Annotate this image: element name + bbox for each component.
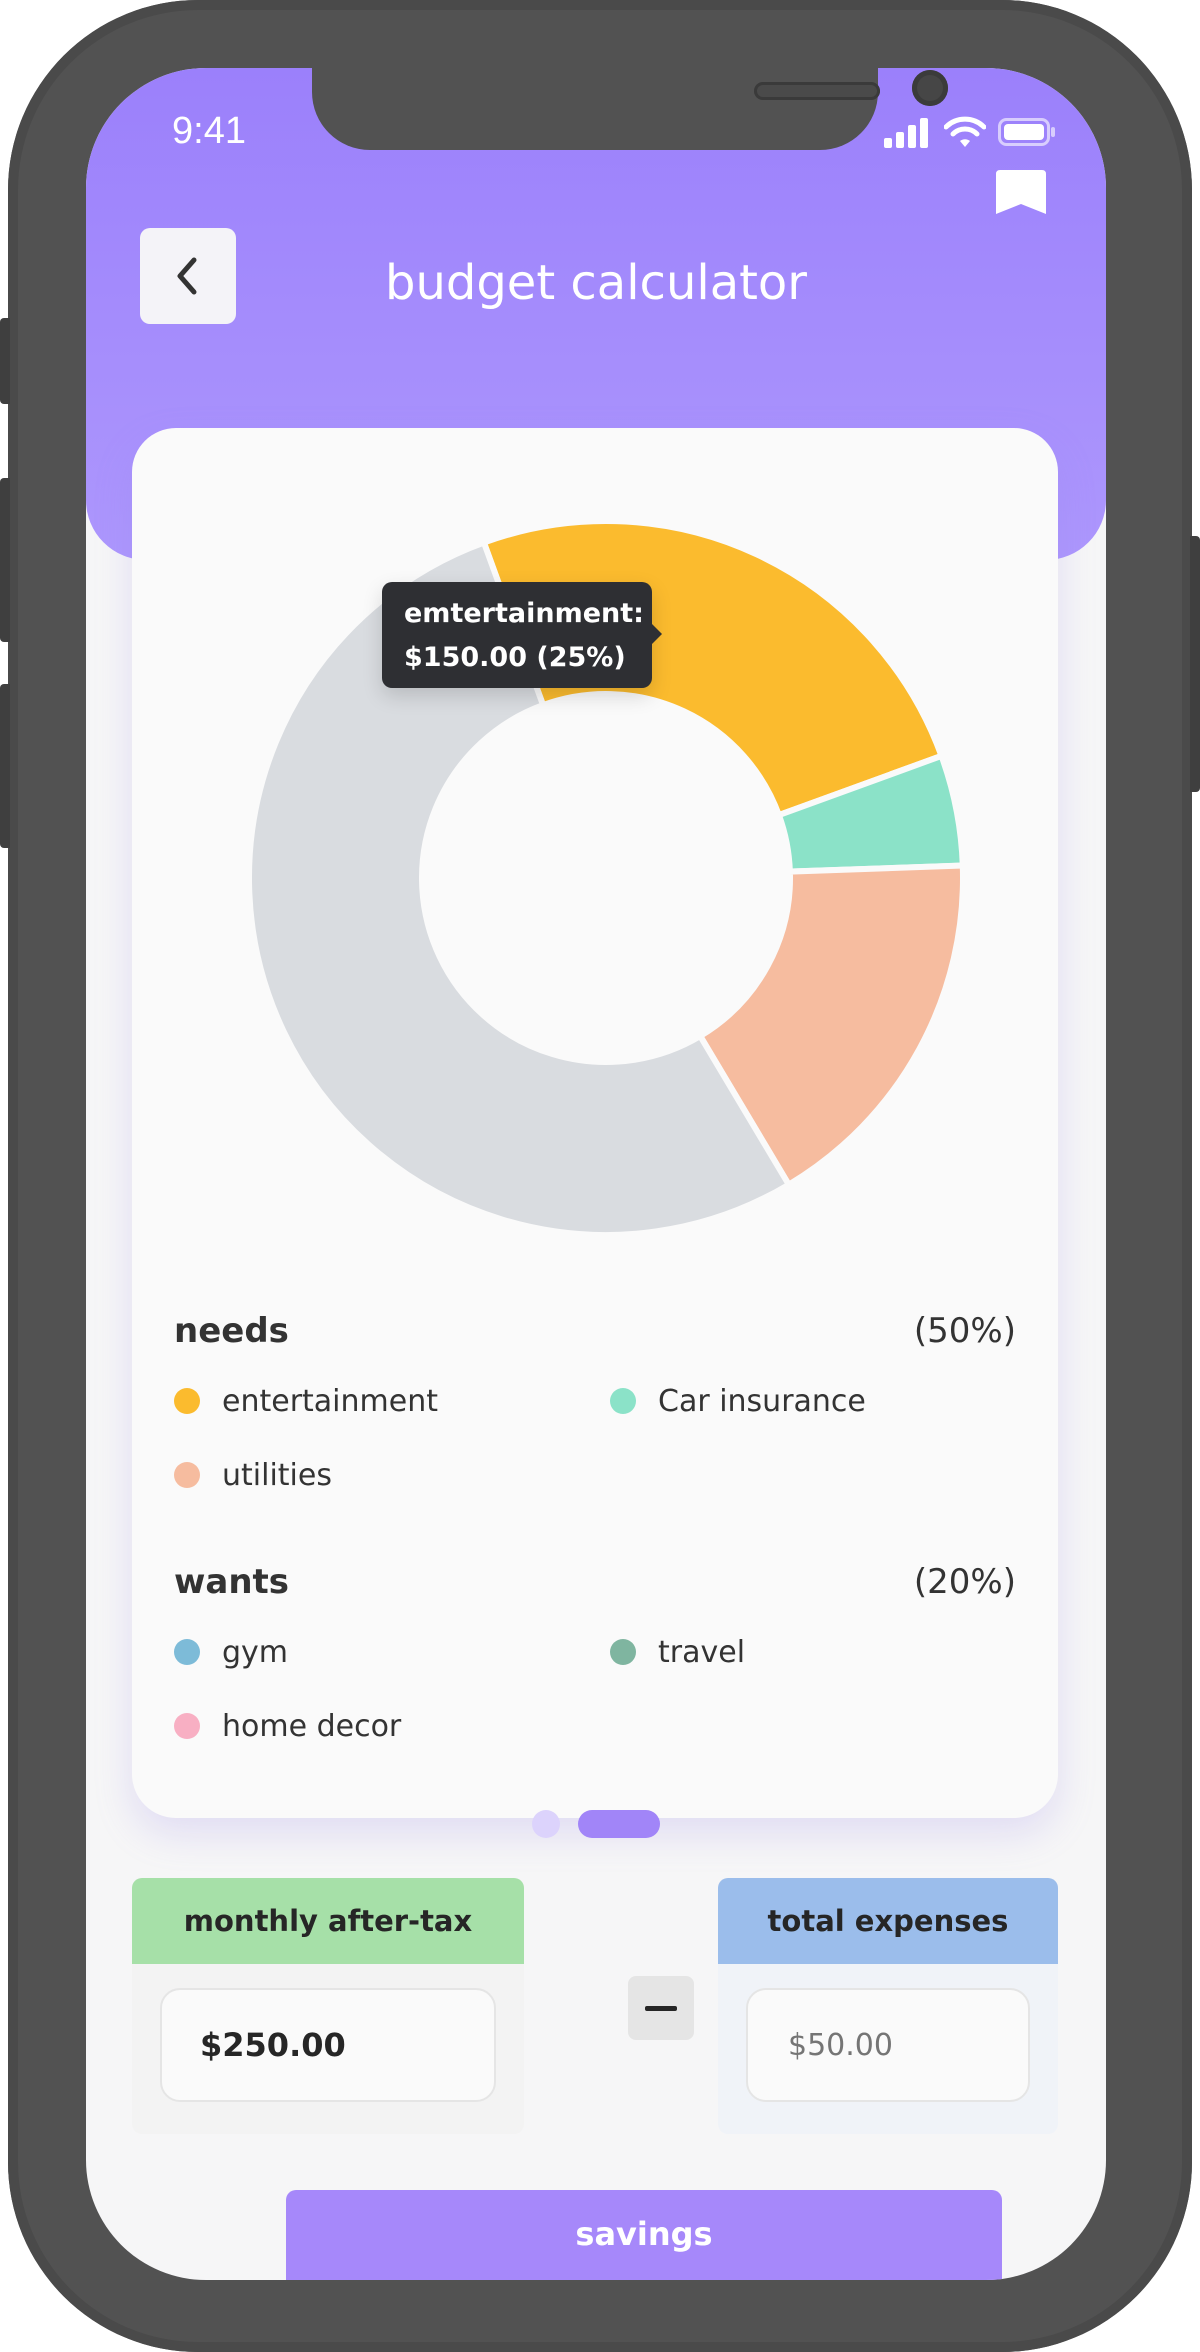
status-time: 9:41 (172, 110, 246, 152)
volume-up-button (0, 478, 10, 642)
legend-label-gym: gym (222, 1635, 289, 1670)
savings-button[interactable]: savings (286, 2190, 1002, 2280)
tooltip-label: emtertainment: (404, 598, 644, 629)
tooltip-value: $150.00 (25%) (404, 642, 626, 673)
wants-group-title: wants (174, 1562, 290, 1602)
chevron-left-icon (177, 257, 197, 295)
legend-dot-car-insurance (610, 1388, 636, 1414)
wifi-icon (944, 116, 986, 147)
legend-dot-travel (610, 1639, 636, 1665)
power-button (1190, 536, 1200, 792)
speaker-grille (754, 82, 880, 100)
legend-label-home-decor: home decor (222, 1709, 402, 1744)
back-button[interactable] (140, 228, 236, 324)
pager-dot-2[interactable] (578, 1810, 660, 1838)
legend-dot-home-decor (174, 1713, 200, 1739)
cellular-signal-icon (884, 118, 928, 148)
legend-label-entertainment: entertainment (222, 1384, 438, 1419)
donut-chart (246, 518, 966, 1238)
mute-switch (0, 318, 10, 404)
notch (312, 68, 948, 150)
income-input[interactable] (160, 1988, 496, 2102)
legend-label-car-insurance: Car insurance (658, 1384, 866, 1419)
page-title: budget calculator (384, 255, 808, 311)
legend-dot-gym (174, 1639, 200, 1665)
minus-operator-button[interactable] (628, 1976, 694, 2040)
volume-down-button (0, 684, 10, 848)
legend-label-travel: travel (658, 1635, 746, 1670)
legend-dot-utilities (174, 1462, 200, 1488)
legend-label-utilities: utilities (222, 1458, 332, 1493)
needs-group-title: needs (174, 1311, 289, 1351)
wants-group-percent: (20%) (913, 1562, 1016, 1602)
income-label: monthly after-tax income (132, 1878, 524, 2024)
minus-icon (645, 2006, 677, 2011)
battery-icon (998, 118, 1055, 146)
pager-dot-1[interactable] (532, 1810, 560, 1838)
tooltip-arrow (650, 622, 662, 646)
donut-slice-remaining[interactable] (246, 538, 793, 1238)
chart-tooltip: emtertainment: $150.00 (25%) (382, 582, 652, 688)
expenses-panel: total expenses (718, 1878, 1058, 2134)
needs-group-percent: (50%) (913, 1311, 1016, 1351)
expenses-input[interactable] (746, 1988, 1030, 2102)
bookmark-icon[interactable] (992, 170, 1050, 216)
phone-screen: 9:41 budget calculator needs (50%) enter… (86, 68, 1106, 2280)
front-camera (912, 70, 948, 106)
income-panel: monthly after-tax income (132, 1878, 524, 2134)
expenses-label: total expenses (718, 1878, 1058, 1964)
donut-slice-utilities[interactable] (696, 862, 966, 1189)
legend-dot-entertainment (174, 1388, 200, 1414)
